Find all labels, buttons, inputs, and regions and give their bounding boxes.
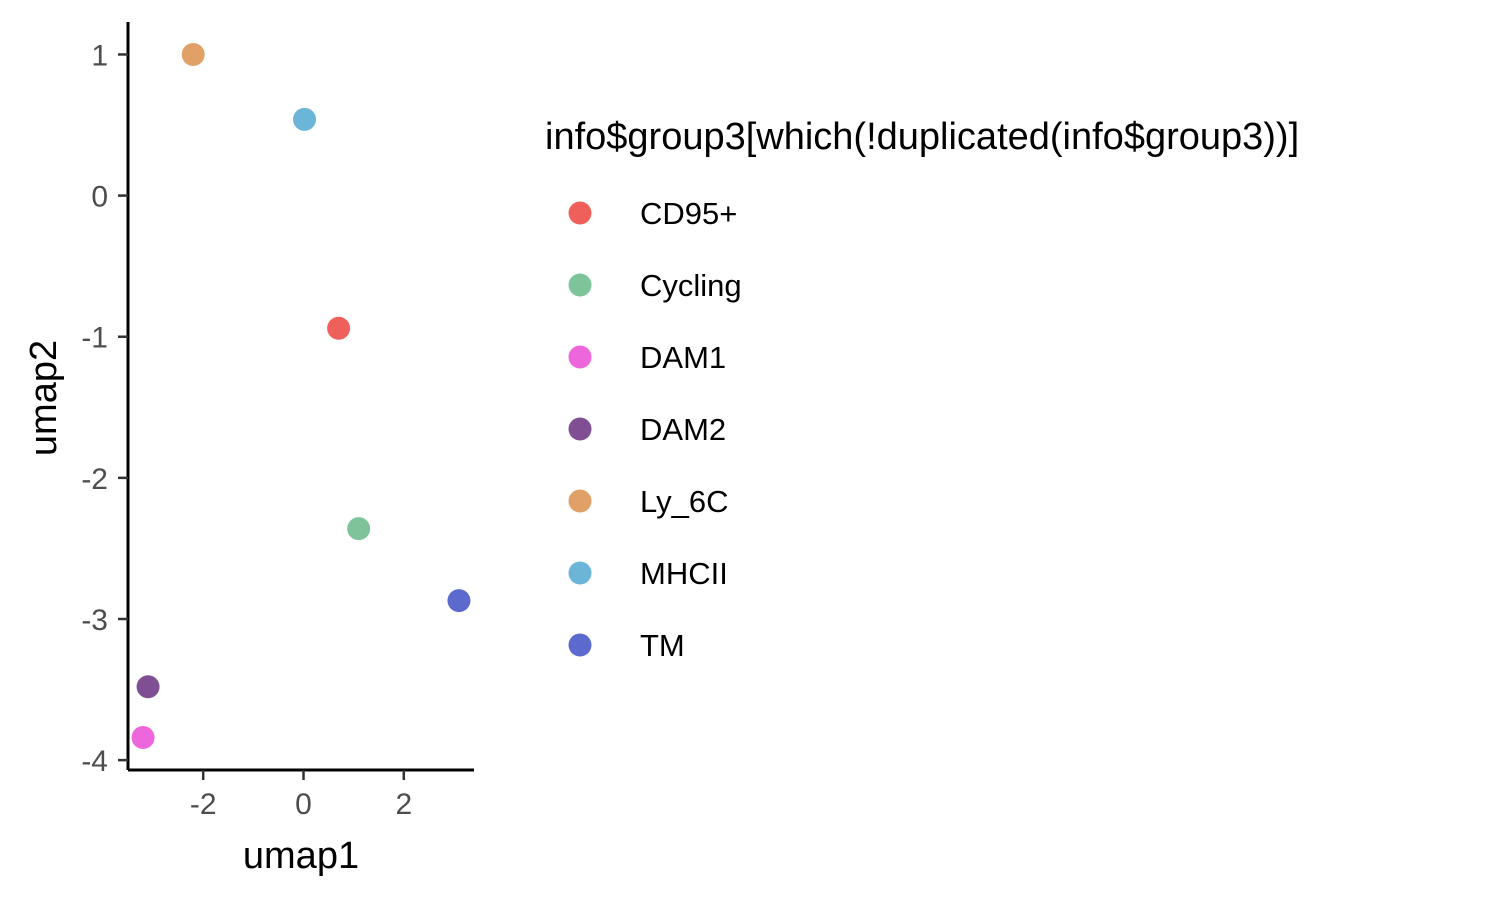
x-tick-label: 2 (395, 788, 412, 821)
legend-item: MHCII (568, 556, 728, 591)
x-tick-label: 0 (295, 788, 312, 821)
data-point (136, 675, 160, 699)
legend-key (568, 273, 592, 297)
legend-item: DAM2 (568, 412, 726, 447)
legend-label: CD95+ (640, 196, 737, 231)
legend-title: info$group3[which(!duplicated(info$group… (545, 116, 1299, 158)
data-point (293, 107, 317, 131)
x-axis: -2 0 2 (128, 768, 474, 821)
data-points (131, 42, 471, 750)
data-point (347, 517, 371, 541)
legend-label: TM (640, 628, 685, 663)
legend-label: DAM2 (640, 412, 726, 447)
legend-key (568, 489, 592, 513)
legend-key (568, 345, 592, 369)
data-point (181, 42, 205, 66)
legend-item: TM (568, 628, 685, 663)
x-axis-title: umap1 (243, 835, 359, 877)
legend-label: MHCII (640, 556, 728, 591)
legend: CD95+ Cycling DAM1 DAM2 Ly_6C MHCII TM (568, 196, 742, 663)
data-point (327, 316, 351, 340)
legend-item: Ly_6C (568, 484, 728, 519)
x-tick-label: -2 (190, 788, 217, 821)
y-tick-label: 0 (91, 181, 108, 214)
legend-key (568, 417, 592, 441)
y-axis-title: umap2 (23, 340, 65, 456)
data-point (131, 726, 155, 750)
y-tick-label: 1 (91, 39, 108, 72)
legend-item: Cycling (568, 268, 742, 303)
y-tick-label: -2 (81, 463, 108, 496)
legend-label: DAM1 (640, 340, 726, 375)
legend-label: Cycling (640, 268, 742, 303)
legend-item: DAM1 (568, 340, 726, 375)
y-axis: 1 0 -1 -2 -3 -4 (81, 22, 130, 778)
legend-key (568, 201, 592, 225)
legend-key (568, 633, 592, 657)
data-point (447, 589, 471, 613)
legend-label: Ly_6C (640, 484, 728, 519)
y-tick-label: -1 (81, 322, 108, 355)
y-tick-label: -4 (81, 745, 108, 778)
y-tick-label: -3 (81, 604, 108, 637)
legend-item: CD95+ (568, 196, 737, 231)
legend-key (568, 561, 592, 585)
